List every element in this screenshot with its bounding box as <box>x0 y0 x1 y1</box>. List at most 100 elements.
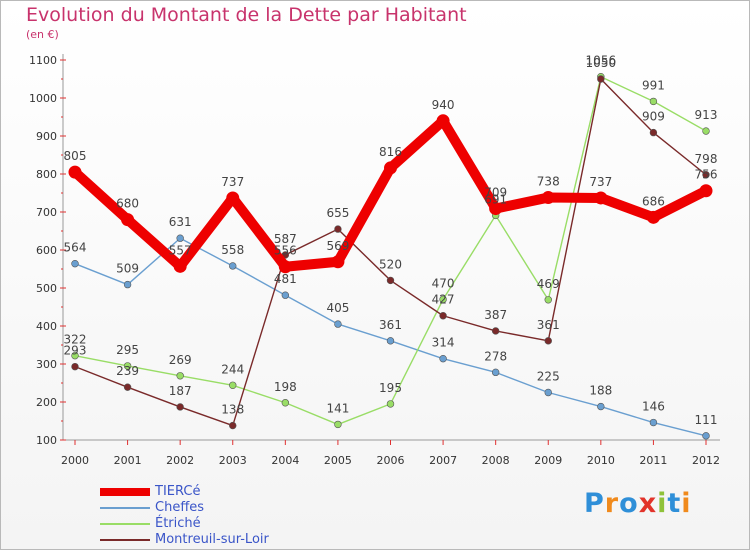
legend-label: TIERCé <box>155 484 201 499</box>
logo-letter: x <box>638 488 658 519</box>
y-tick-label: 400 <box>36 320 57 333</box>
data-point <box>439 354 447 363</box>
legend-label: Montreuil-sur-Loir <box>155 532 269 547</box>
data-label: 691 <box>484 192 507 206</box>
data-point <box>334 320 342 328</box>
y-tick-label: 600 <box>36 244 57 257</box>
data-label: 188 <box>589 384 612 398</box>
data-point <box>544 337 552 345</box>
data-label: 138 <box>221 403 244 417</box>
y-tick-label: 700 <box>36 206 57 219</box>
data-label: 141 <box>326 401 349 415</box>
data-point <box>597 402 605 411</box>
data-point <box>384 161 397 175</box>
data-label: 470 <box>432 276 455 290</box>
data-label: 295 <box>116 343 139 357</box>
data-label: 655 <box>326 206 349 220</box>
data-point <box>226 191 240 205</box>
data-point <box>334 420 342 429</box>
data-point <box>649 128 658 137</box>
data-label: 322 <box>64 333 87 347</box>
data-label: 556 <box>274 244 297 258</box>
logo-letter: i <box>681 488 692 519</box>
data-point <box>281 291 290 299</box>
y-tick-label: 200 <box>36 396 57 409</box>
series-cheffes <box>71 234 710 440</box>
data-point <box>229 421 237 430</box>
data-label: 1056 <box>586 54 617 68</box>
data-label: 558 <box>221 243 244 257</box>
data-point <box>594 191 608 205</box>
legend-swatch <box>100 488 150 496</box>
y-tick-label: 1000 <box>29 92 57 105</box>
data-point <box>331 255 345 269</box>
x-tick-label: 2011 <box>639 454 667 467</box>
x-tick-label: 2002 <box>166 454 194 467</box>
x-tick-label: 2007 <box>429 454 457 467</box>
data-point <box>71 351 79 360</box>
data-point <box>229 262 237 270</box>
data-label: 756 <box>695 168 718 182</box>
data-label: 805 <box>64 149 87 163</box>
y-tick-label: 900 <box>36 130 57 143</box>
y-tick-label: 300 <box>36 358 57 371</box>
data-point <box>71 362 79 371</box>
data-label: 469 <box>537 277 560 291</box>
data-point <box>386 337 395 345</box>
y-tick-label: 500 <box>36 282 57 295</box>
x-tick-label: 2000 <box>61 454 89 467</box>
x-tick-label: 2012 <box>692 454 720 467</box>
data-label: 269 <box>169 353 192 367</box>
data-label: 564 <box>64 241 87 255</box>
data-labels: 564 509 631 558 481 405 361 314 278 225 188 146 111 3… <box>64 54 718 427</box>
x-tick-label: 2004 <box>271 454 299 467</box>
data-point <box>491 327 500 335</box>
data-label: 427 <box>432 293 455 307</box>
data-label: 631 <box>169 215 192 229</box>
chart-title: Evolution du Montant de la Dette par Hab… <box>26 4 467 26</box>
data-point <box>702 432 710 440</box>
legend-swatch <box>100 539 150 541</box>
y-tick-label: 800 <box>36 168 57 181</box>
data-label: 909 <box>642 110 665 124</box>
x-tick-label: 2006 <box>377 454 405 467</box>
data-point <box>386 400 395 408</box>
legend-swatch <box>100 507 150 509</box>
x-tick-label: 2003 <box>219 454 247 467</box>
data-point <box>544 388 552 397</box>
data-point <box>176 234 184 242</box>
data-label: 738 <box>537 175 560 189</box>
data-label: 569 <box>326 239 349 253</box>
data-point <box>491 368 500 377</box>
data-label: 198 <box>274 380 297 394</box>
data-point <box>541 191 555 205</box>
data-label: 1050 <box>586 56 617 70</box>
data-point <box>229 381 237 389</box>
data-label: 314 <box>432 336 455 350</box>
data-point <box>489 202 503 216</box>
data-label: 520 <box>379 257 402 271</box>
y-tick-label: 100 <box>36 434 57 447</box>
proxiti-logo: Proxiti <box>584 488 692 519</box>
data-point <box>121 213 135 227</box>
logo-letter: P <box>584 488 605 519</box>
data-point <box>436 114 450 128</box>
data-point <box>173 259 187 273</box>
data-point <box>176 403 184 411</box>
data-label: 816 <box>379 145 402 159</box>
data-point <box>176 372 184 380</box>
data-label: 225 <box>537 370 560 384</box>
data-point <box>123 383 132 391</box>
data-point <box>649 97 658 106</box>
data-label: 798 <box>695 152 718 166</box>
data-label: 587 <box>274 232 297 246</box>
data-point <box>123 280 132 289</box>
data-label: 111 <box>695 413 718 427</box>
data-label: 509 <box>116 262 139 276</box>
logo-letter: o <box>619 488 639 519</box>
data-label: 195 <box>379 381 402 395</box>
logo-letter: t <box>667 488 682 519</box>
legend-label: Cheffes <box>155 500 205 515</box>
data-point <box>68 165 82 179</box>
